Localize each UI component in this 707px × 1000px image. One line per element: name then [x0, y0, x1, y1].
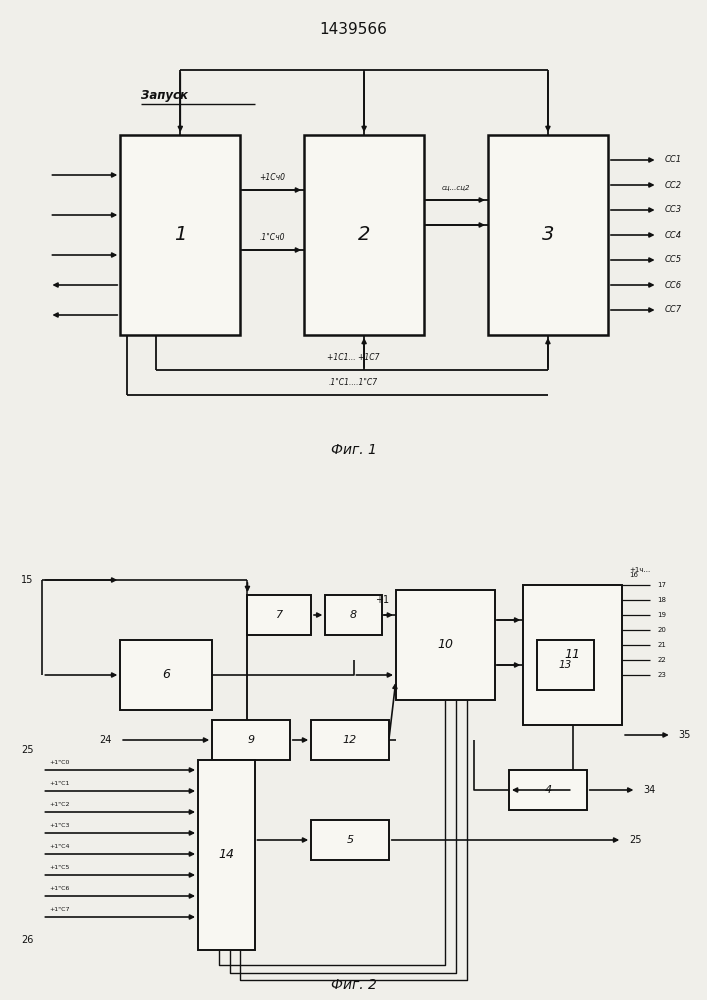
Bar: [247, 595, 311, 635]
Text: +1С1... +1С7: +1С1... +1С7: [327, 353, 380, 362]
Text: 1: 1: [174, 226, 187, 244]
Text: 18: 18: [658, 597, 667, 603]
Text: СС7: СС7: [665, 306, 682, 314]
Bar: [311, 720, 389, 760]
Bar: [509, 770, 587, 810]
Text: СС2: СС2: [665, 180, 682, 190]
Text: Запуск: Запуск: [141, 89, 188, 102]
Text: +1"С2: +1"С2: [49, 802, 70, 807]
Bar: [304, 135, 424, 335]
Bar: [212, 720, 290, 760]
Text: 35: 35: [679, 730, 691, 740]
Text: 25: 25: [629, 835, 642, 845]
Text: 26: 26: [21, 935, 34, 945]
Text: СС1: СС1: [665, 155, 682, 164]
Text: сц...сц2: сц...сц2: [442, 184, 470, 190]
Text: 3: 3: [542, 226, 554, 244]
Text: 20: 20: [658, 627, 667, 633]
Bar: [537, 640, 594, 690]
Text: 5: 5: [346, 835, 354, 845]
Text: +1: +1: [375, 595, 389, 605]
Text: +1"С4: +1"С4: [49, 844, 70, 849]
Bar: [120, 640, 212, 710]
Text: +1"С7: +1"С7: [49, 907, 70, 912]
Text: 34: 34: [643, 785, 655, 795]
Text: 2: 2: [358, 226, 370, 244]
Text: СС5: СС5: [665, 255, 682, 264]
Text: .1"Сч0: .1"Сч0: [259, 233, 285, 242]
Text: 7: 7: [276, 610, 283, 620]
Text: СС4: СС4: [665, 231, 682, 239]
Bar: [198, 760, 255, 950]
Text: 13: 13: [559, 660, 572, 670]
Text: 24: 24: [99, 735, 112, 745]
Text: 10: 10: [438, 639, 453, 652]
Text: +1"С0: +1"С0: [49, 760, 70, 765]
Text: +1Сч0: +1Сч0: [259, 173, 285, 182]
Text: 1439566: 1439566: [320, 22, 387, 37]
Text: Фиг. 1: Фиг. 1: [331, 443, 376, 457]
Text: +1"С1: +1"С1: [49, 781, 70, 786]
Text: 11: 11: [565, 648, 580, 662]
Text: 15: 15: [21, 575, 34, 585]
Text: 16: 16: [629, 572, 638, 578]
Text: Фиг. 2: Фиг. 2: [331, 978, 376, 992]
Bar: [325, 595, 382, 635]
Text: 9: 9: [247, 735, 255, 745]
Text: 17: 17: [658, 582, 667, 588]
Text: 6: 6: [162, 668, 170, 682]
Text: +1ч...: +1ч...: [629, 567, 650, 573]
Text: .1"С1....1"С7: .1"С1....1"С7: [329, 378, 378, 387]
Text: +1"С5: +1"С5: [49, 865, 70, 870]
Bar: [488, 135, 608, 335]
Text: 12: 12: [343, 735, 357, 745]
Text: 19: 19: [658, 612, 667, 618]
Bar: [311, 820, 389, 860]
Text: 23: 23: [658, 672, 667, 678]
Bar: [523, 585, 622, 725]
Text: СС3: СС3: [665, 206, 682, 215]
Text: 8: 8: [350, 610, 357, 620]
Text: +1"С6: +1"С6: [49, 886, 70, 891]
Text: 4: 4: [544, 785, 551, 795]
Text: 14: 14: [218, 848, 234, 861]
Text: 22: 22: [658, 657, 666, 663]
Text: 25: 25: [21, 745, 34, 755]
Text: СС6: СС6: [665, 280, 682, 290]
Bar: [396, 590, 495, 700]
Text: +1"С3: +1"С3: [49, 823, 70, 828]
Text: 21: 21: [658, 642, 667, 648]
Bar: [120, 135, 240, 335]
